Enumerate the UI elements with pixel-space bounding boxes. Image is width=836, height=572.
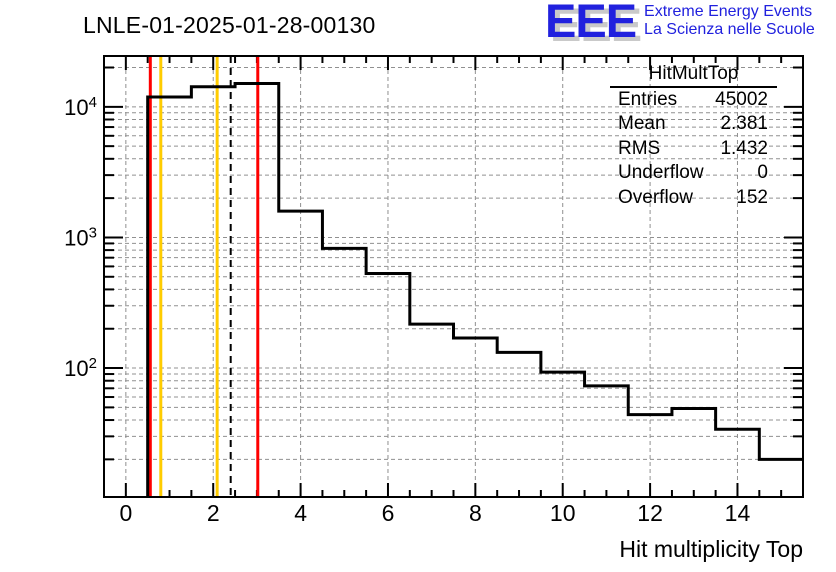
stats-row-value: 152 — [736, 186, 768, 208]
svg-text:4: 4 — [294, 500, 307, 526]
grid-lines — [104, 56, 803, 497]
svg-text:10: 10 — [550, 500, 576, 526]
stats-row: Overflow 152 — [610, 186, 777, 210]
stats-title: HitMultTop — [610, 62, 777, 88]
eee-logo-acronym: EEE — [545, 0, 637, 47]
svg-text:12: 12 — [637, 500, 663, 526]
stats-row-label: Underflow — [618, 162, 704, 184]
stats-row-value: 0 — [757, 162, 768, 184]
svg-text:2: 2 — [207, 500, 220, 526]
plot-title: LNLE-01-2025-01-28-00130 — [83, 12, 376, 38]
stats-row: Entries 45002 — [610, 88, 777, 112]
axis-ticks — [103, 56, 804, 497]
stats-row-label: Entries — [618, 89, 678, 110]
x-tick-labels: 0 2 4 6 8 10 12 14 — [119, 500, 750, 526]
svg-text:6: 6 — [382, 500, 395, 526]
stats-box: HitMultTop Entries 45002 Mean 2.381 RMS 1.432… — [610, 62, 777, 210]
stats-row-label: Overflow — [618, 186, 693, 208]
stats-row-value: 2.381 — [720, 113, 768, 135]
svg-text:103: 103 — [64, 224, 97, 250]
stats-row-value: 45002 — [715, 89, 768, 110]
svg-text:104: 104 — [64, 94, 97, 120]
eee-logo-line2: La Scienza nelle Scuole — [644, 21, 815, 38]
histogram-line — [146, 81, 803, 497]
stats-row-value: 1.432 — [720, 137, 768, 159]
svg-text:8: 8 — [469, 500, 482, 526]
stats-row-label: Mean — [618, 113, 666, 135]
svg-text:14: 14 — [725, 500, 751, 526]
eee-logo-text: Extreme Energy Events La Scienza nelle S… — [644, 3, 815, 39]
svg-text:102: 102 — [64, 355, 97, 381]
stats-row: RMS 1.432 — [610, 137, 777, 161]
svg-text:0: 0 — [119, 500, 132, 526]
stats-rows: Entries 45002 Mean 2.381 RMS 1.432 Underflow 0 O… — [610, 88, 777, 210]
reference-lines-solid — [148, 56, 260, 497]
stats-row: Mean 2.381 — [610, 112, 777, 136]
y-tick-labels: 102 103 104 — [64, 94, 97, 381]
eee-logo: EEE Extreme Energy Events La Scienza nel… — [545, 0, 815, 47]
stats-row-label: RMS — [618, 137, 661, 159]
eee-logo-line1: Extreme Energy Events — [644, 3, 813, 20]
x-axis-title: Hit multiplicity Top — [619, 536, 803, 562]
stats-row: Underflow 0 — [610, 161, 777, 185]
plot-frame — [103, 55, 804, 498]
